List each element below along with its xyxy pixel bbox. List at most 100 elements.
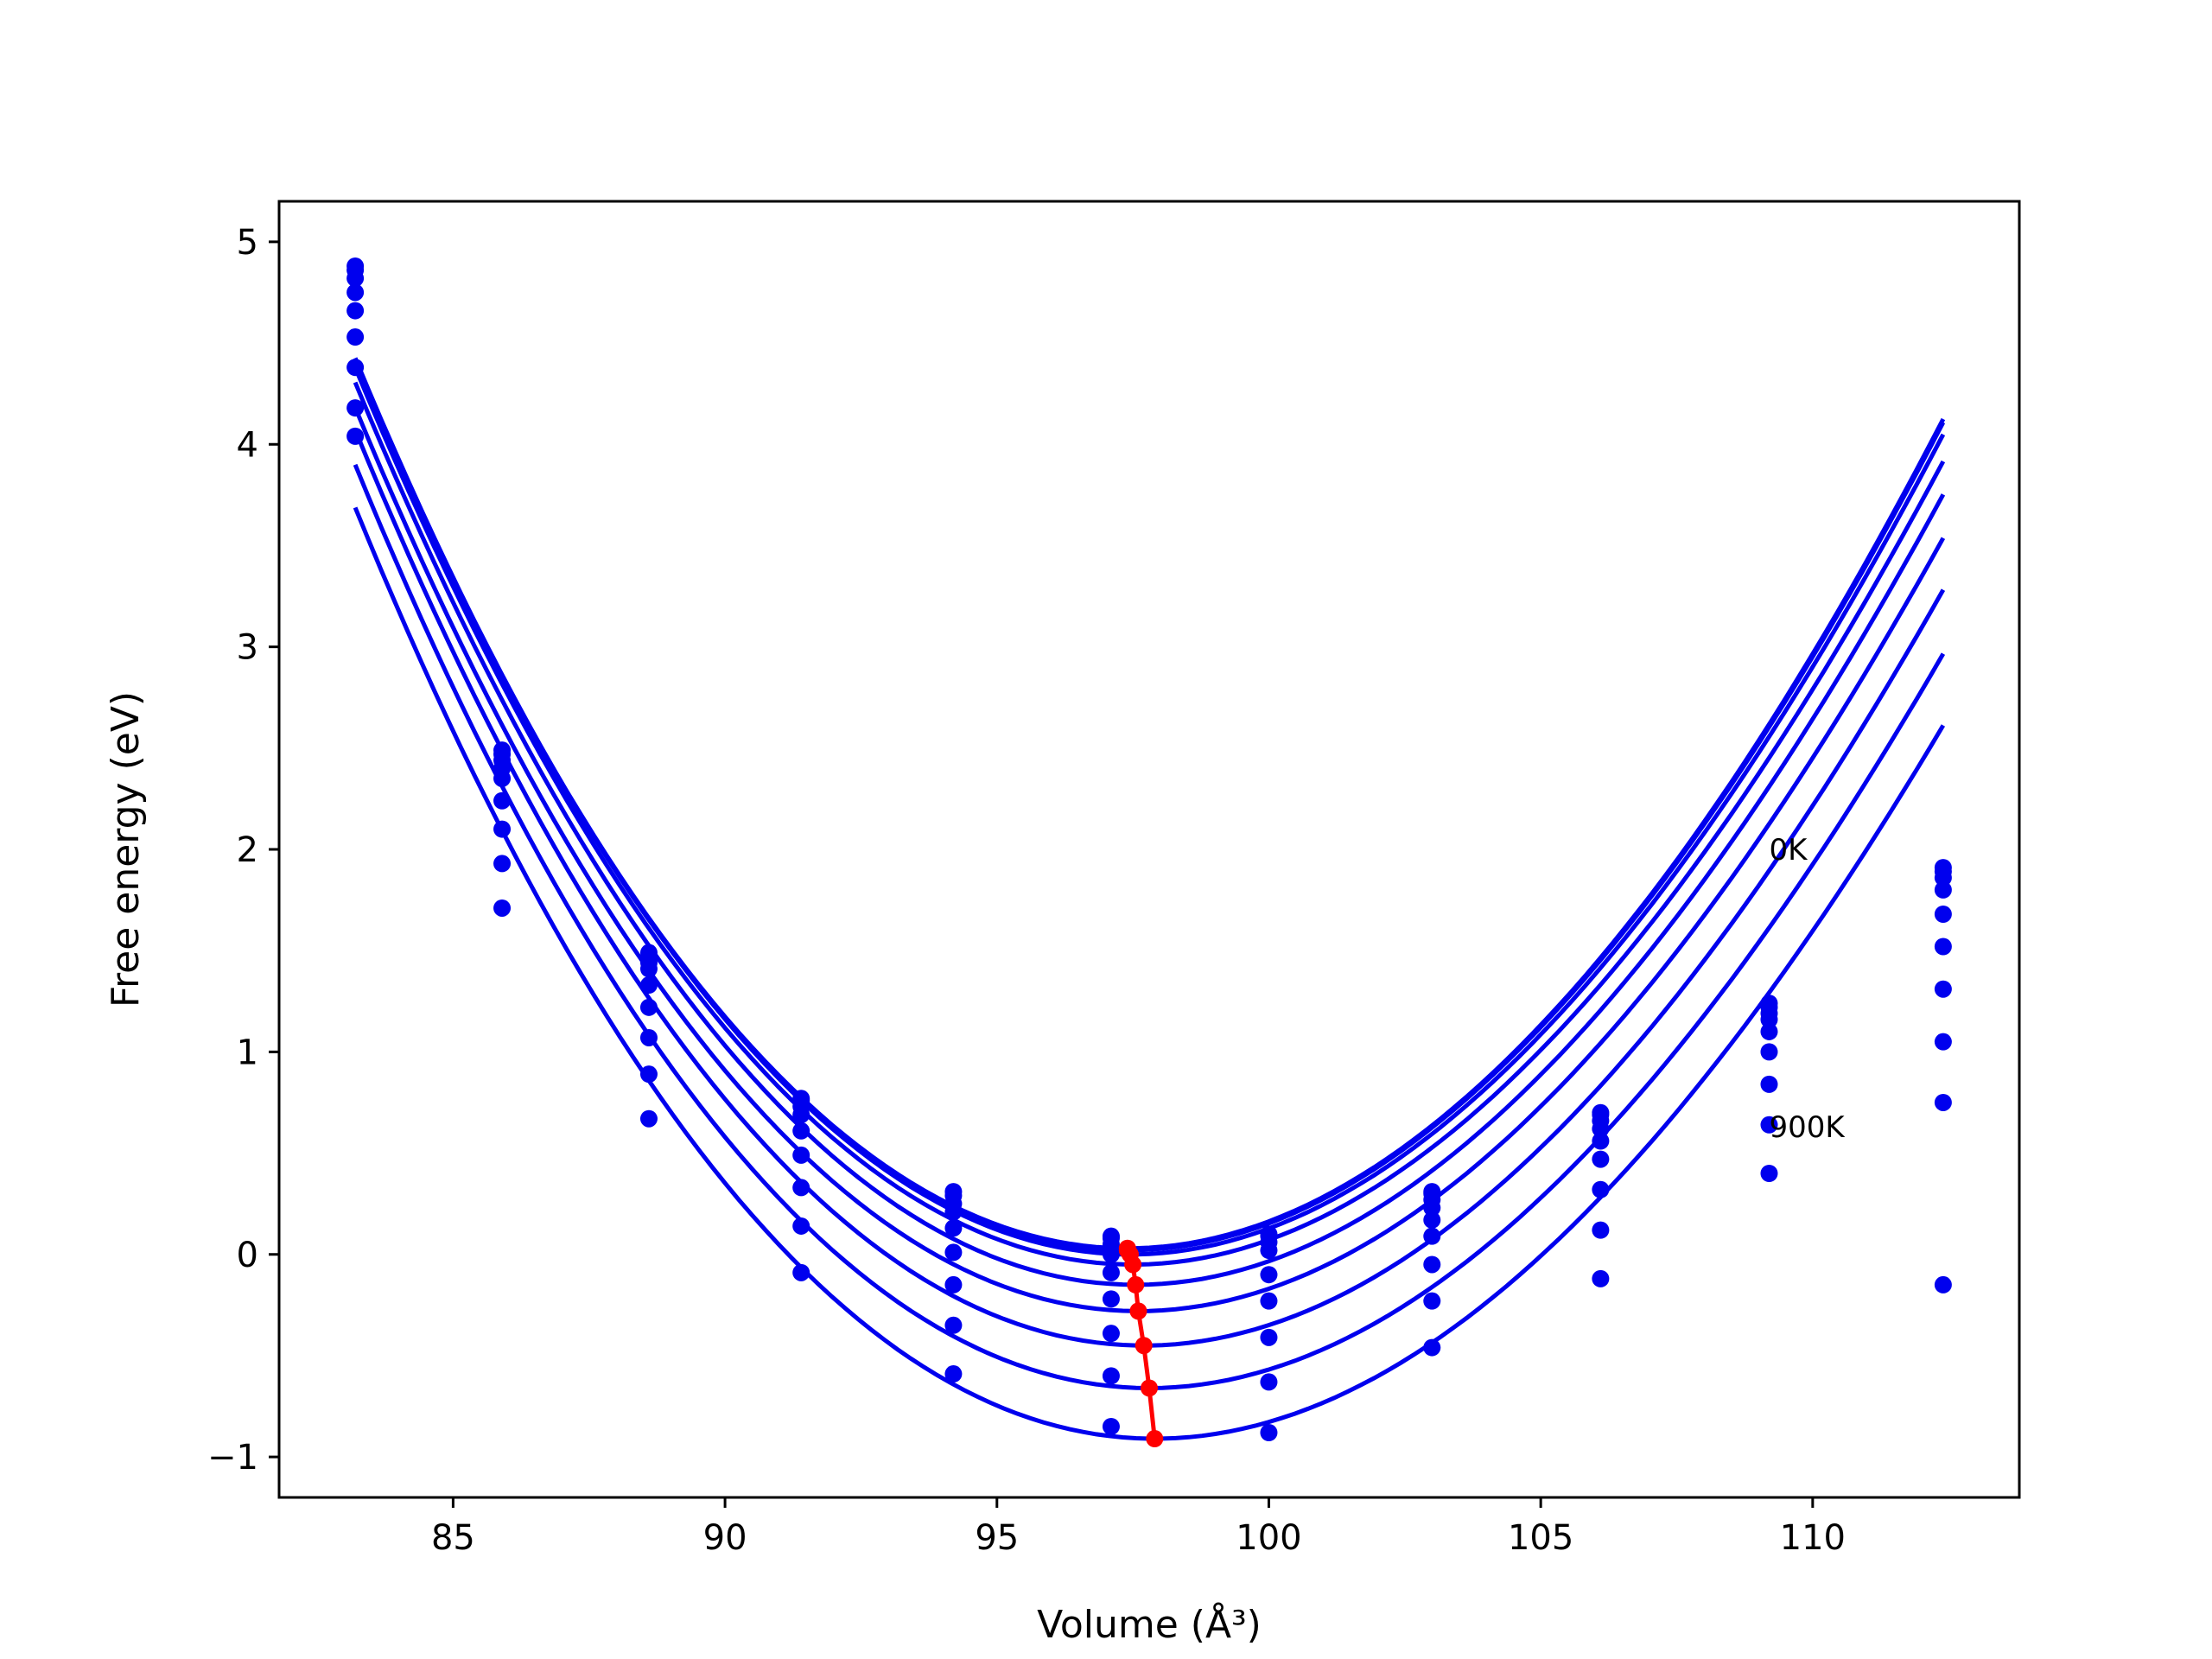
data-point [1592, 1221, 1610, 1239]
data-point [792, 1217, 810, 1235]
fit-curve-4 [353, 381, 1946, 1287]
y-tick-label: 4 [237, 425, 258, 465]
x-tick-label: 85 [431, 1518, 475, 1558]
data-point [1102, 1367, 1120, 1385]
minima-path [1118, 1239, 1164, 1448]
y-axis-label: Free energy (eV) [104, 691, 148, 1007]
data-point [1592, 1120, 1610, 1138]
data-point [346, 302, 365, 320]
data-point [1934, 1275, 1952, 1294]
data-point [1760, 1075, 1778, 1093]
data-point [1423, 1255, 1441, 1274]
data-point [1592, 1150, 1610, 1168]
minimum-point [1146, 1430, 1164, 1448]
fit-curve-3 [353, 366, 1946, 1268]
data-point [1934, 938, 1952, 956]
fit-curves [353, 357, 1946, 1441]
x-tick-label: 90 [703, 1518, 747, 1558]
annotations: 0K 900K [1769, 833, 1846, 1145]
data-point [1423, 1198, 1441, 1217]
data-point [639, 1028, 658, 1046]
data-point [1760, 1043, 1778, 1061]
y-tick-label: 0 [237, 1236, 258, 1275]
data-point [1260, 1373, 1278, 1391]
data-point [493, 769, 512, 787]
data-point [944, 1275, 963, 1294]
annotation-label: 900K [1769, 1110, 1846, 1145]
x-axis-ticks: 85 90 95 100 105 110 [431, 1497, 1846, 1558]
data-point [493, 820, 512, 838]
data-point [639, 1109, 658, 1128]
data-point [1260, 1292, 1278, 1310]
data-point [493, 855, 512, 873]
data-point [1102, 1263, 1120, 1281]
data-point [1934, 868, 1952, 887]
data-point [944, 1203, 963, 1221]
x-tick-label: 100 [1236, 1518, 1301, 1558]
data-point [1760, 1010, 1778, 1028]
y-tick-label: 3 [237, 628, 258, 668]
data-point [639, 998, 658, 1016]
data-point [1102, 1245, 1120, 1263]
y-axis-ticks: −1 0 1 2 3 4 5 [207, 223, 279, 1478]
y-tick-label: −1 [207, 1438, 258, 1478]
data-point [1260, 1424, 1278, 1441]
data-point [1260, 1328, 1278, 1346]
data-point [493, 899, 512, 917]
data-point [493, 791, 512, 810]
y-tick-label: 5 [237, 223, 258, 263]
data-point [1592, 1180, 1610, 1198]
data-point [1592, 1132, 1610, 1150]
minimum-point [1135, 1337, 1153, 1355]
data-point [346, 270, 365, 288]
minimum-point [1141, 1379, 1158, 1397]
data-point [1934, 880, 1952, 899]
annotation-label: 0K [1769, 833, 1808, 868]
data-point [1423, 1292, 1441, 1310]
data-point [792, 1263, 810, 1281]
data-point [792, 1122, 810, 1140]
data-point [346, 328, 365, 346]
data-point [944, 1365, 963, 1383]
data-point [1260, 1242, 1278, 1260]
data-point [346, 427, 365, 445]
data-point [1423, 1338, 1441, 1357]
data-point [1934, 906, 1952, 923]
y-tick-label: 1 [237, 1033, 258, 1072]
data-point [1423, 1227, 1441, 1245]
minimum-point [1127, 1275, 1145, 1294]
data-point [1934, 1033, 1952, 1051]
data-point [639, 960, 658, 978]
minimum-point [1124, 1255, 1142, 1274]
data-point [944, 1316, 963, 1334]
data-point [1760, 1165, 1778, 1182]
data-point [1934, 1093, 1952, 1111]
x-axis-label: Volume (Å³) [1037, 1601, 1262, 1647]
data-point [346, 283, 365, 302]
data-point [639, 976, 658, 995]
data-point [1102, 1417, 1120, 1435]
data-point [1102, 1325, 1120, 1343]
data-points [346, 257, 1952, 1441]
data-point [1934, 980, 1952, 998]
data-point [944, 1243, 963, 1262]
x-tick-label: 95 [975, 1518, 1019, 1558]
data-point [792, 1146, 810, 1164]
x-tick-label: 110 [1780, 1518, 1846, 1558]
data-point [346, 359, 365, 377]
data-point [792, 1106, 810, 1124]
y-tick-label: 2 [237, 830, 258, 870]
data-point [1102, 1290, 1120, 1308]
data-point [944, 1219, 963, 1237]
fit-curve-5 [353, 406, 1946, 1313]
data-point [1760, 1022, 1778, 1040]
minimum-point [1129, 1302, 1147, 1320]
x-tick-label: 105 [1508, 1518, 1573, 1558]
data-point [1760, 1116, 1778, 1134]
data-point [1592, 1269, 1610, 1287]
fit-curve-2 [353, 357, 1946, 1257]
data-point [1260, 1266, 1278, 1284]
data-point [639, 1065, 658, 1084]
data-point [792, 1179, 810, 1197]
